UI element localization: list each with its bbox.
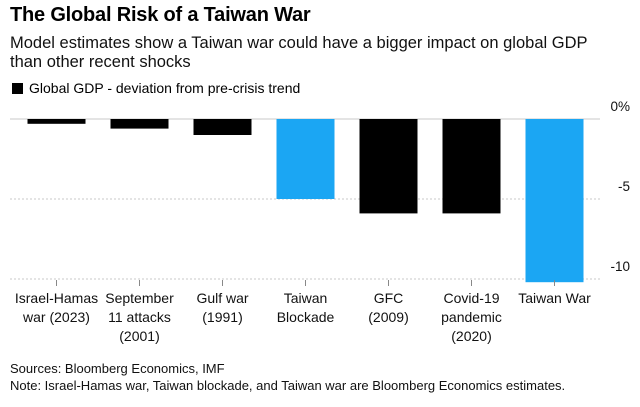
y-tick-label: 0% bbox=[610, 99, 630, 114]
legend: Global GDP - deviation from pre-crisis t… bbox=[12, 80, 300, 96]
x-tick-label: Taiwan War bbox=[518, 290, 591, 306]
x-tick-label: (2020) bbox=[451, 328, 491, 344]
sources-note: Sources: Bloomberg Economics, IMF bbox=[10, 361, 225, 376]
bar bbox=[359, 119, 418, 214]
x-tick-label: war (2023) bbox=[22, 309, 90, 325]
chart-title: The Global Risk of a Taiwan War bbox=[10, 4, 311, 26]
bar bbox=[442, 119, 501, 214]
x-tick-label: GFC bbox=[374, 290, 404, 306]
legend-swatch bbox=[12, 82, 23, 94]
x-tick-label: Gulf war bbox=[196, 290, 248, 306]
footer: Sources: Bloomberg Economics, IMF Note: … bbox=[10, 360, 565, 394]
x-tick-label: Blockade bbox=[277, 309, 335, 325]
bar bbox=[27, 119, 86, 124]
bar bbox=[110, 119, 169, 129]
x-tick-label: (2001) bbox=[119, 328, 159, 344]
bar bbox=[276, 119, 335, 199]
x-tick-label: September bbox=[105, 290, 174, 306]
x-tick-label: pandemic bbox=[441, 309, 502, 325]
x-tick-label: Covid-19 bbox=[443, 290, 499, 306]
chart-subtitle: Model estimates show a Taiwan war could … bbox=[10, 34, 588, 71]
x-tick-label: (2009) bbox=[368, 309, 408, 325]
x-tick-label: Israel-Hamas bbox=[15, 290, 98, 306]
y-tick-label: -10 bbox=[610, 259, 630, 274]
bar bbox=[525, 119, 584, 283]
y-tick-label: -5 bbox=[618, 179, 630, 194]
bar bbox=[193, 119, 252, 135]
x-tick-label: 11 attacks bbox=[108, 309, 171, 325]
legend-label: Global GDP - deviation from pre-crisis t… bbox=[29, 80, 301, 96]
x-tick-label: Taiwan bbox=[284, 290, 328, 306]
footnote: Note: Israel-Hamas war, Taiwan blockade,… bbox=[10, 378, 566, 393]
x-tick-label: (1991) bbox=[202, 309, 242, 325]
